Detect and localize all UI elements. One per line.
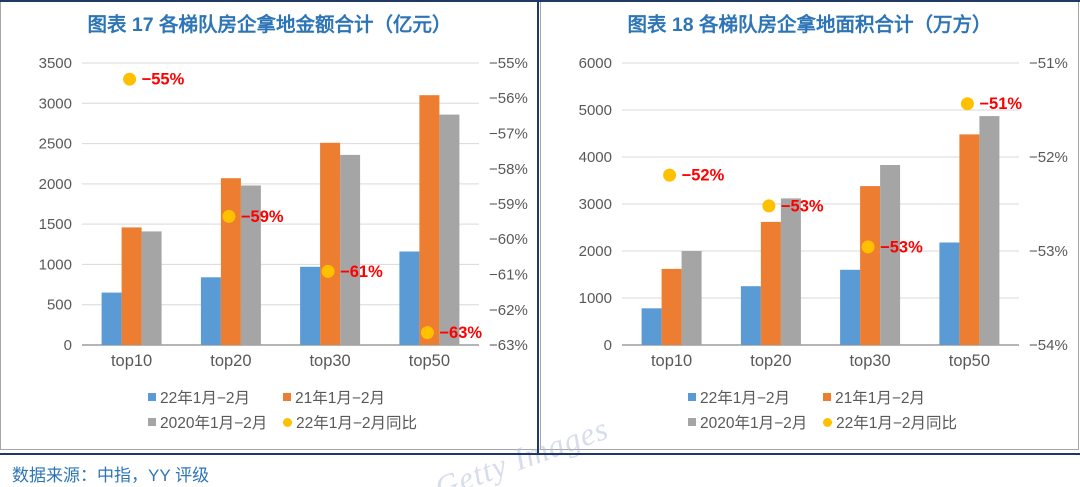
svg-text:3000: 3000	[39, 95, 72, 112]
svg-text:−53%: −53%	[781, 197, 824, 215]
svg-text:1000: 1000	[39, 256, 72, 273]
svg-text:−63%: −63%	[439, 324, 482, 342]
svg-text:1000: 1000	[579, 290, 612, 307]
svg-text:4000: 4000	[579, 149, 612, 166]
svg-text:3500: 3500	[39, 55, 72, 72]
svg-text:−57%: −57%	[489, 126, 528, 143]
svg-text:−51%: −51%	[979, 95, 1022, 113]
svg-text:3000: 3000	[579, 196, 612, 213]
svg-text:−53%: −53%	[1029, 243, 1068, 260]
svg-text:0: 0	[604, 337, 612, 354]
svg-text:0: 0	[64, 337, 72, 354]
svg-text:−54%: −54%	[1029, 337, 1068, 354]
svg-text:6000: 6000	[579, 55, 612, 72]
svg-text:−53%: −53%	[880, 238, 923, 256]
svg-text:top30: top30	[849, 352, 890, 370]
svg-text:−55%: −55%	[142, 71, 185, 89]
svg-text:−62%: −62%	[489, 302, 528, 319]
svg-text:top50: top50	[409, 352, 450, 370]
svg-text:−56%: −56%	[489, 90, 528, 107]
svg-text:top10: top10	[651, 352, 692, 370]
svg-text:−61%: −61%	[489, 267, 528, 284]
svg-text:−60%: −60%	[489, 231, 528, 248]
svg-text:−52%: −52%	[682, 167, 725, 185]
svg-text:top50: top50	[949, 352, 990, 370]
svg-text:top10: top10	[111, 352, 152, 370]
svg-text:−59%: −59%	[241, 208, 284, 226]
svg-text:2000: 2000	[579, 243, 612, 260]
svg-text:1500: 1500	[39, 216, 72, 233]
svg-text:top20: top20	[750, 352, 791, 370]
svg-text:−55%: −55%	[489, 55, 528, 72]
svg-text:500: 500	[47, 297, 72, 314]
svg-text:−52%: −52%	[1029, 149, 1068, 166]
svg-text:top30: top30	[309, 352, 350, 370]
svg-text:−58%: −58%	[489, 161, 528, 178]
svg-text:2500: 2500	[39, 136, 72, 153]
svg-text:2000: 2000	[39, 176, 72, 193]
svg-text:−59%: −59%	[489, 196, 528, 213]
svg-text:−61%: −61%	[340, 263, 383, 281]
svg-text:−63%: −63%	[489, 337, 528, 354]
svg-text:top20: top20	[210, 352, 251, 370]
svg-text:5000: 5000	[579, 102, 612, 119]
svg-text:−51%: −51%	[1029, 55, 1068, 72]
